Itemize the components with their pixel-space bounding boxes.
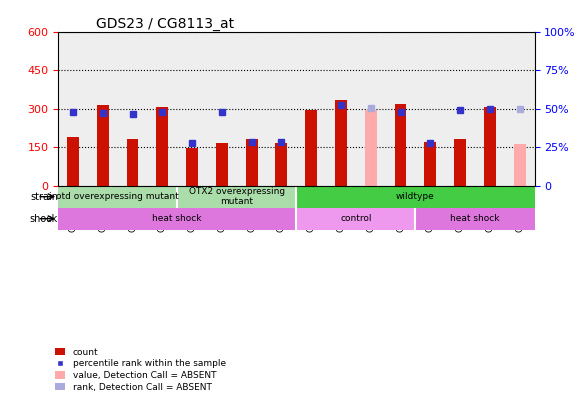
Bar <box>67 137 79 186</box>
Text: shock: shock <box>30 214 58 224</box>
Bar <box>275 143 288 186</box>
Text: OTX2 overexpressing
mutant: OTX2 overexpressing mutant <box>189 187 285 206</box>
Bar <box>415 208 535 230</box>
Text: heat shock: heat shock <box>152 214 202 223</box>
Bar <box>97 105 109 186</box>
Bar <box>58 186 177 208</box>
Bar <box>514 144 526 186</box>
Bar <box>186 148 198 186</box>
Bar <box>177 186 296 208</box>
Bar <box>156 107 168 186</box>
Bar <box>454 139 466 186</box>
Legend: count, percentile rank within the sample, value, Detection Call = ABSENT, rank, : count, percentile rank within the sample… <box>51 344 229 396</box>
Text: control: control <box>340 214 372 223</box>
Bar <box>394 104 407 186</box>
Bar <box>365 110 376 186</box>
Bar <box>305 110 317 186</box>
Text: GDS23 / CG8113_at: GDS23 / CG8113_at <box>96 17 234 30</box>
Bar <box>58 208 296 230</box>
Bar <box>296 186 535 208</box>
Bar <box>216 143 228 186</box>
Text: wildtype: wildtype <box>396 192 435 201</box>
Text: strain: strain <box>30 192 58 202</box>
Bar <box>127 139 138 186</box>
Text: heat shock: heat shock <box>450 214 500 223</box>
Bar <box>296 208 415 230</box>
Bar <box>424 141 436 186</box>
Bar <box>246 139 257 186</box>
Bar <box>335 100 347 186</box>
Bar <box>484 107 496 186</box>
Text: otd overexpressing mutant: otd overexpressing mutant <box>56 192 179 201</box>
